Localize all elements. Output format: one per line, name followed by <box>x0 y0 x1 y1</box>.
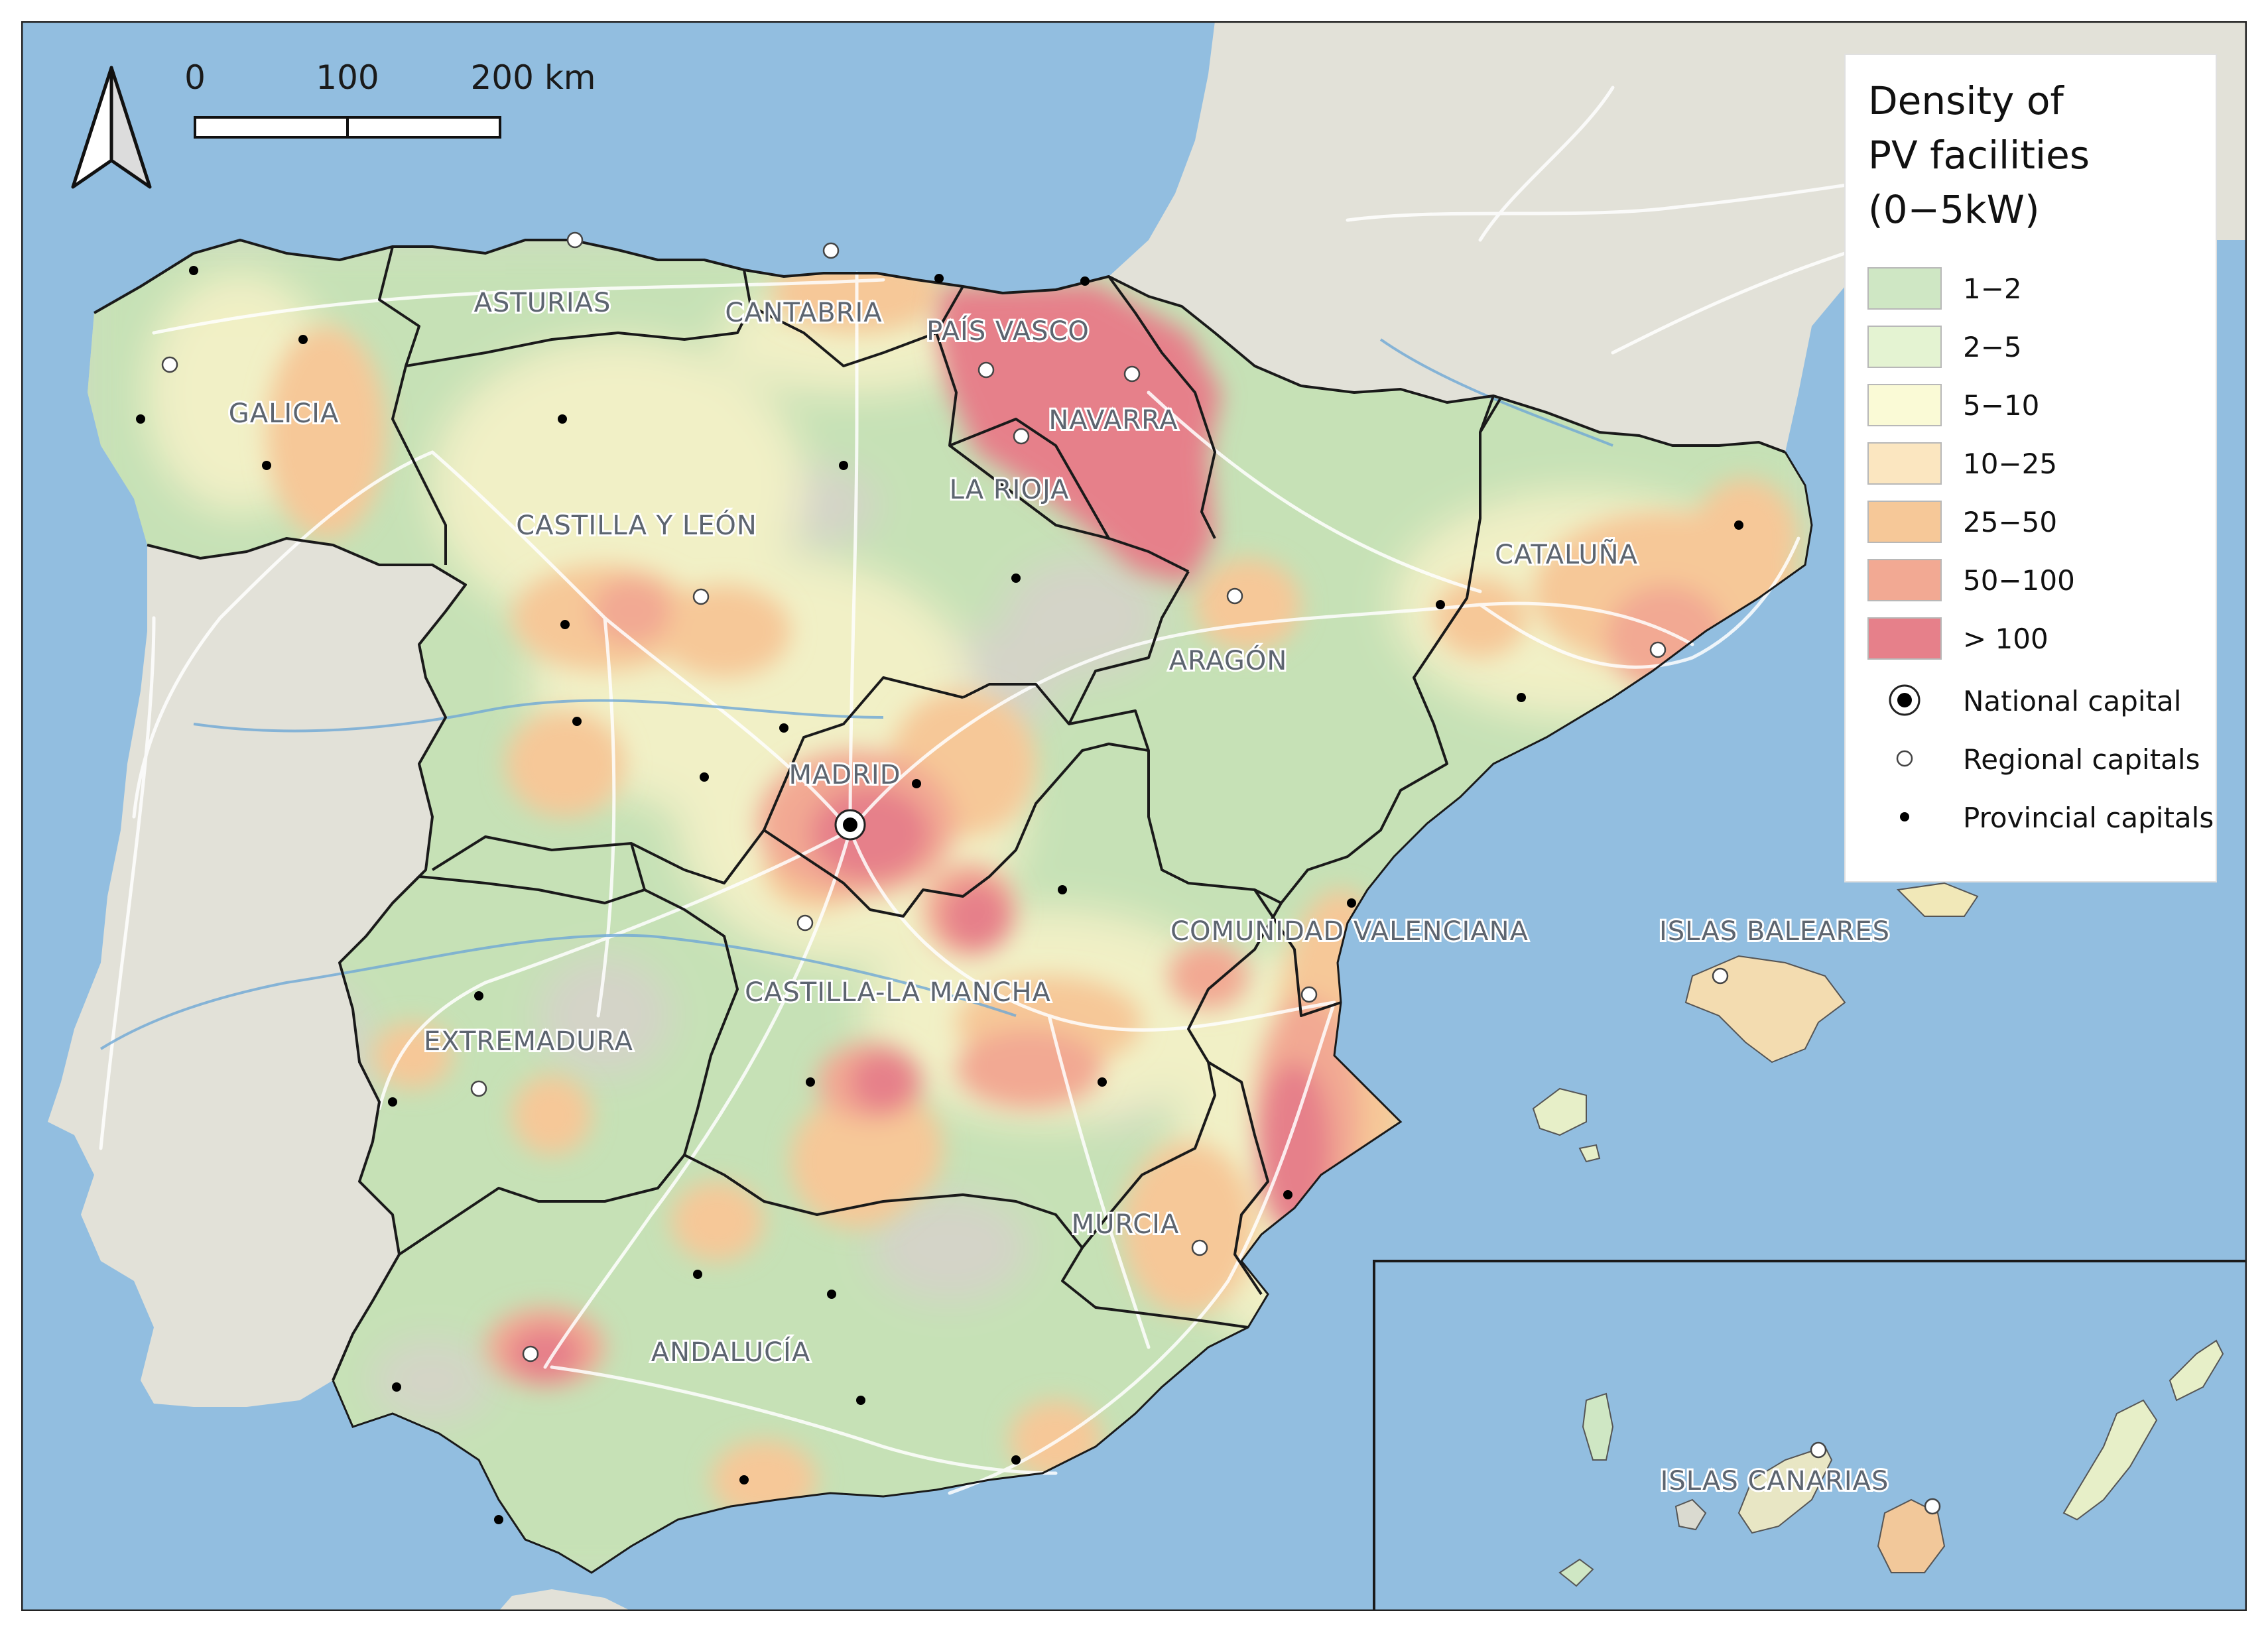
regional-capital-icon <box>1896 750 1913 767</box>
national-capital-madrid <box>834 809 866 841</box>
legend-class-label: 1−2 <box>1963 272 2022 305</box>
label-cantabria: CANTABRIA <box>725 298 882 328</box>
map: GALICIA ASTURIAS CANTABRIA PAÍS VASCO NA… <box>21 21 2248 1612</box>
portugal-landmass <box>48 538 466 1407</box>
mallorca <box>1684 955 1846 1063</box>
legend-title-line-2: PV facilities <box>1868 133 2090 178</box>
legend-class-label: 2−5 <box>1963 331 2022 363</box>
label-castilla-la-mancha: CASTILLA-LA MANCHA <box>745 977 1051 1008</box>
label-castilla-leon: CASTILLA Y LEÓN <box>516 509 757 541</box>
north-arrow-icon <box>71 66 152 189</box>
legend-class-row: 25−50 <box>1867 501 2057 543</box>
regional-capitals <box>161 231 1941 1515</box>
legend-class-row: 1−2 <box>1867 267 2022 310</box>
provincial-capitals <box>136 266 1743 1524</box>
label-aragon: ARAGÓN <box>1169 644 1288 676</box>
map-neatline <box>21 21 2247 1612</box>
map-frame: GALICIA ASTURIAS CANTABRIA PAÍS VASCO NA… <box>21 21 2248 1612</box>
legend-symbol-national: National capital <box>1889 684 2181 717</box>
legend-class-row: 5−10 <box>1867 384 2039 426</box>
rivers <box>99 338 1613 1050</box>
label-murcia: MURCIA <box>1072 1209 1180 1240</box>
lanzarote <box>2169 1339 2224 1402</box>
legend-class-label: > 100 <box>1963 623 2048 655</box>
label-islas-baleares: ISLAS BALEARES <box>1659 916 1890 947</box>
spain-coast <box>332 452 1813 1574</box>
road-network <box>99 86 2079 1495</box>
el-hierro <box>1558 1558 1594 1587</box>
legend-class-row: 10−25 <box>1867 442 2057 485</box>
scale-label-0: 0 <box>184 58 206 97</box>
label-andalucia: ANDALUCÍA <box>651 1336 810 1368</box>
legend-class-label: 25−50 <box>1963 506 2057 538</box>
gran-canaria <box>1877 1498 1946 1573</box>
canary-islands-inset <box>1373 1260 2248 1612</box>
label-islas-canarias: ISLAS CANARIAS <box>1661 1466 1889 1496</box>
legend-class-row: 50−100 <box>1867 559 2075 601</box>
legend: Density of PV facilities (0−5kW) 1−2 2−5 5… <box>1844 54 2217 882</box>
label-pais-vasco: PAÍS VASCO <box>926 315 1090 347</box>
legend-class-label: 50−100 <box>1963 564 2075 597</box>
formentera <box>1578 1144 1601 1163</box>
label-comunidad-valenciana: COMUNIDAD VALENCIANA <box>1170 916 1529 947</box>
legend-class-swatch <box>1867 442 1942 485</box>
la-gomera <box>1674 1498 1707 1531</box>
scale-label-100: 100 <box>316 58 379 97</box>
legend-label-regional-capitals: Regional capitals <box>1963 743 2200 776</box>
legend-symbol-provincial: Provincial capitals <box>1900 802 2214 834</box>
legend-class-swatch <box>1867 326 1942 368</box>
tenerife <box>1737 1445 1833 1534</box>
balearic-islands <box>1532 882 1979 1163</box>
label-navarra: NAVARRA <box>1048 405 1178 436</box>
legend-symbol-regional: Regional capitals <box>1896 743 2200 776</box>
legend-class-row: > 100 <box>1867 617 2048 660</box>
legend-class-swatch <box>1867 501 1942 543</box>
legend-title-line-3: (0−5kW) <box>1868 187 2040 232</box>
scale-bar: 0 100 200 km <box>184 58 596 139</box>
region-borders <box>94 239 1786 1381</box>
legend-class-swatch <box>1867 267 1942 310</box>
legend-class-swatch <box>1867 617 1942 660</box>
legend-class-label: 10−25 <box>1963 448 2057 480</box>
label-galicia: GALICIA <box>229 398 340 429</box>
legend-class-label: 5−10 <box>1963 389 2039 422</box>
label-extremadura: EXTREMADURA <box>424 1026 633 1057</box>
la-palma <box>1582 1392 1614 1461</box>
legend-class-swatch <box>1867 559 1942 601</box>
ibiza <box>1532 1087 1587 1136</box>
legend-class-swatch <box>1867 384 1942 426</box>
menorca <box>1896 882 1979 917</box>
legend-label-provincial-capitals: Provincial capitals <box>1963 802 2214 834</box>
label-la-rioja: LA RIOJA <box>950 475 1070 505</box>
label-cataluna: CATALUÑA <box>1495 538 1638 570</box>
label-madrid: MADRID <box>788 760 901 790</box>
fuerteventura <box>2062 1399 2158 1521</box>
scale-label-200km: 200 km <box>471 58 596 97</box>
provincial-capital-icon <box>1900 812 1909 821</box>
legend-title-line-1: Density of <box>1868 78 2064 123</box>
legend-label-national-capital: National capital <box>1963 685 2181 717</box>
africa-landmass <box>499 1589 631 1611</box>
legend-class-row: 2−5 <box>1867 326 2022 368</box>
label-asturias: ASTURIAS <box>474 288 611 318</box>
